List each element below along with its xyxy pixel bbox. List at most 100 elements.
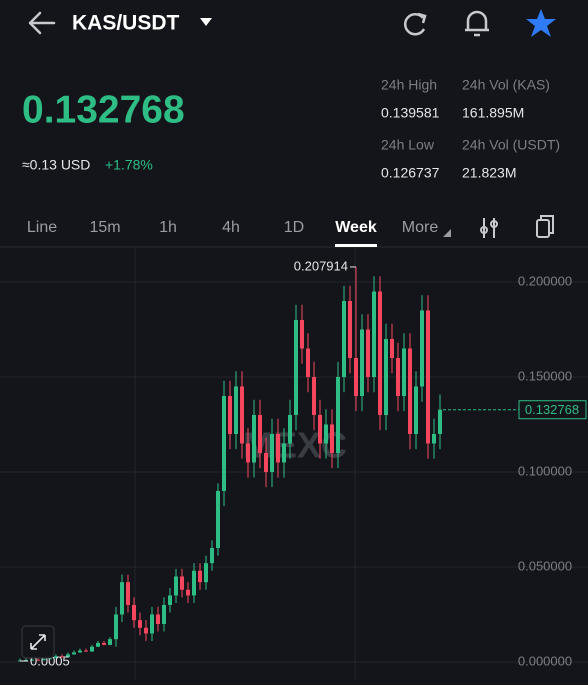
stat-value: 161.895M [462, 105, 524, 121]
candle-body [324, 424, 328, 444]
candle-body [234, 386, 238, 434]
stat-label: 24h Vol (KAS) [462, 77, 550, 93]
candle-body [288, 414, 292, 444]
candle-body [372, 291, 376, 377]
y-tick-label: 0.150000 [518, 368, 572, 383]
candle-body [258, 414, 262, 453]
candle-body [366, 329, 370, 377]
price-change: +1.78% [105, 157, 153, 173]
candle-body [276, 433, 280, 463]
stat-label: 24h Vol (USDT) [462, 137, 560, 153]
candle-body [162, 604, 166, 624]
candle-body [354, 357, 358, 396]
candle-body [144, 627, 148, 634]
candle-body [138, 620, 142, 628]
candle-body [222, 395, 226, 491]
timeframe-tab[interactable]: More [402, 219, 439, 236]
y-tick-label: 0.000000 [518, 653, 572, 668]
more-caret [443, 229, 451, 237]
copy-button[interactable] [536, 215, 554, 238]
candle-body [108, 639, 112, 645]
candle-body [30, 659, 34, 661]
candle-body [60, 656, 64, 658]
candle-body [330, 424, 334, 453]
last-price-box [518, 400, 587, 420]
candle-body [114, 614, 118, 640]
last-price-label: 0.132768 [525, 402, 579, 417]
candle-body [192, 570, 196, 596]
candle-body [198, 570, 202, 583]
candle-body [66, 654, 70, 658]
candle-body [396, 357, 400, 396]
stat-value: 0.126737 [381, 165, 440, 181]
candle-body [102, 642, 106, 645]
candle-body [120, 582, 124, 615]
candle-body [186, 589, 190, 596]
indicator-button[interactable] [480, 218, 498, 238]
stat-value: 0.139581 [381, 105, 440, 121]
alert-button[interactable] [465, 10, 489, 37]
pair-title[interactable]: KAS/USDT [72, 12, 180, 35]
candle-body [360, 329, 364, 396]
refresh-button[interactable] [403, 12, 427, 36]
stat-value: 21.823M [462, 165, 516, 181]
candle-body [318, 414, 322, 444]
candle-body [384, 338, 388, 415]
timeframe-tab[interactable]: 4h [222, 219, 240, 236]
candle-body [132, 604, 136, 621]
candle-body [342, 301, 346, 377]
candle-body [240, 386, 244, 444]
last-price: 0.132768 [22, 88, 185, 131]
candle-body [228, 395, 232, 434]
candle-body [336, 376, 340, 453]
candle-body [294, 320, 298, 415]
candle-body [408, 348, 412, 434]
candle-body [48, 658, 52, 660]
candle-body [282, 443, 286, 463]
y-tick-label: 0.050000 [518, 558, 572, 573]
stat-label: 24h Low [381, 137, 435, 153]
candle-body [204, 563, 208, 583]
candle-body [90, 646, 94, 652]
candle-body [420, 310, 424, 387]
favorite-button[interactable] [526, 9, 556, 37]
candle-body [156, 614, 160, 624]
candle-body [36, 659, 40, 661]
timeframe-tab[interactable]: 1D [284, 219, 304, 236]
candle-body [414, 386, 418, 434]
pair-dropdown[interactable] [200, 18, 212, 26]
candle-body [270, 433, 274, 472]
candle-body [72, 652, 76, 655]
chart: MEXC 0.0000000.0500000.1000000.1500000.2… [0, 248, 588, 680]
candle-body [348, 301, 352, 358]
candle-body [252, 414, 256, 463]
expand-button[interactable] [21, 625, 55, 659]
candle-body [216, 490, 220, 548]
candle-body [312, 376, 316, 415]
candle-body [378, 291, 382, 415]
usd-price: ≈0.13 USD [22, 157, 90, 173]
timeframe-tab[interactable]: 15m [89, 219, 120, 236]
candle-body [390, 338, 394, 358]
candle-body [264, 452, 268, 472]
back-button[interactable] [28, 11, 56, 35]
candle-body [54, 656, 58, 659]
timeframe-tab[interactable]: Line [27, 219, 57, 236]
candle-body [150, 614, 154, 634]
candle-body [432, 433, 436, 444]
high-label: 0.207914 [294, 258, 348, 273]
candle-body [438, 409, 442, 434]
stat-label: 24h High [381, 77, 437, 93]
candle-body [84, 650, 88, 652]
y-tick-label: 0.200000 [518, 273, 572, 288]
candle-body [402, 348, 406, 396]
candle-body [174, 576, 178, 596]
timeframe-tab[interactable]: 1h [159, 219, 177, 236]
timeframe-tab[interactable]: Week [335, 219, 377, 236]
y-tick-label: 0.100000 [518, 463, 572, 478]
candle-body [210, 547, 214, 564]
candle-body [78, 650, 82, 653]
active-tab-underline [335, 244, 377, 247]
candle-body [126, 582, 130, 605]
